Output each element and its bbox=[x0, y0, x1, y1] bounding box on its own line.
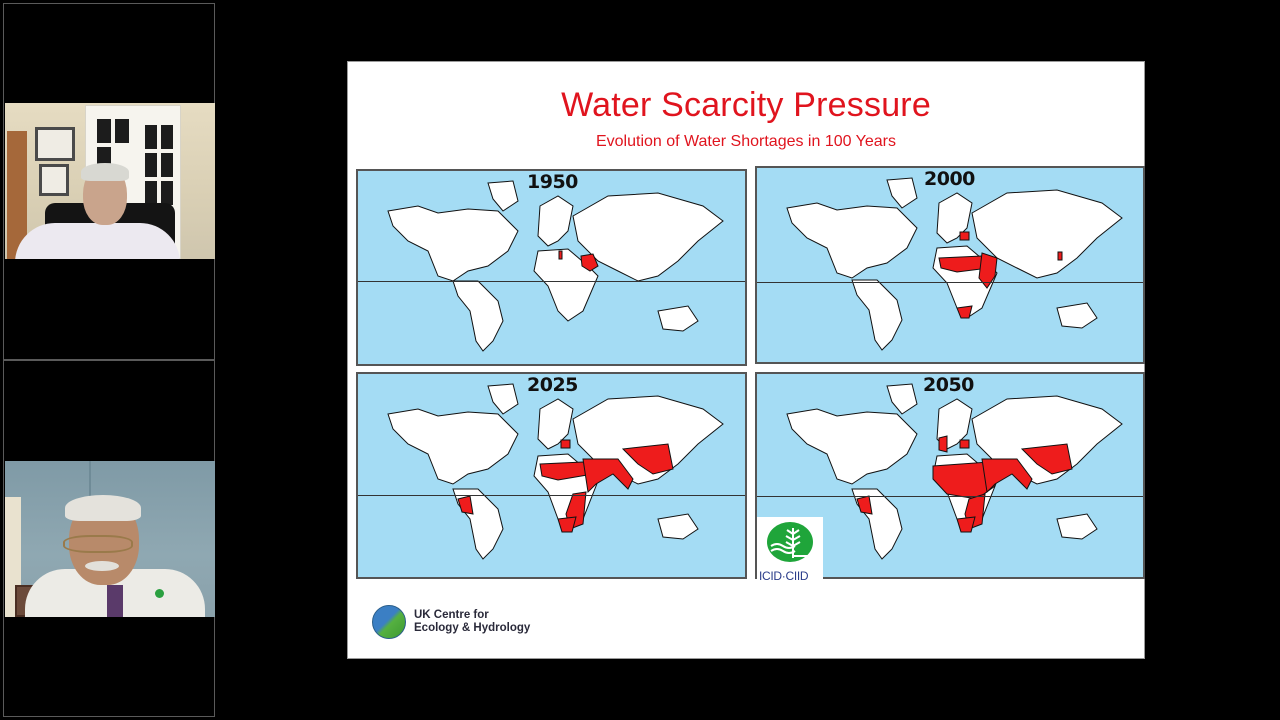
lapel-pin bbox=[155, 589, 164, 598]
equator-line bbox=[757, 282, 1143, 283]
equator-line bbox=[757, 496, 1143, 497]
ukceh-line-1: UK Centre for bbox=[414, 609, 489, 621]
map-year-label: 1950 bbox=[527, 171, 578, 193]
wheat-icon bbox=[770, 528, 811, 558]
icid-label: ICID·CIID bbox=[759, 569, 809, 583]
hair bbox=[81, 163, 129, 181]
world-map-graphic bbox=[786, 383, 1123, 560]
door-pane bbox=[161, 125, 173, 149]
ukceh-logo: UK Centre for Ecology & Hydrology bbox=[372, 605, 530, 639]
participant-video-1 bbox=[5, 103, 215, 259]
door-pane bbox=[115, 119, 129, 143]
participant-tile-2[interactable] bbox=[3, 360, 215, 717]
glasses bbox=[63, 535, 133, 553]
door-pane bbox=[161, 153, 173, 177]
door-pane bbox=[145, 153, 157, 177]
ukceh-label: UK Centre for Ecology & Hydrology bbox=[414, 609, 530, 635]
bookshelf bbox=[7, 131, 27, 259]
wall-frame bbox=[39, 164, 69, 196]
door-pane bbox=[145, 125, 157, 149]
door-pane bbox=[145, 181, 157, 205]
map-2025: 2025 bbox=[356, 372, 747, 579]
equator-line bbox=[358, 281, 745, 282]
map-year-label: 2000 bbox=[924, 168, 975, 190]
map-year-label: 2050 bbox=[923, 374, 974, 396]
shirt bbox=[15, 223, 180, 259]
hair bbox=[65, 495, 141, 521]
world-map-graphic bbox=[387, 383, 724, 560]
door-pane bbox=[161, 181, 173, 205]
participant-video-2 bbox=[5, 461, 215, 617]
slide-subtitle: Evolution of Water Shortages in 100 Year… bbox=[595, 133, 897, 150]
slide-title: Water Scarcity Pressure bbox=[561, 86, 931, 124]
globe-icon bbox=[372, 605, 406, 639]
tie bbox=[107, 585, 123, 617]
icid-emblem-icon bbox=[767, 522, 813, 562]
map-2000: 2000 bbox=[755, 166, 1145, 364]
world-map-graphic bbox=[786, 177, 1123, 351]
door-pane bbox=[97, 119, 111, 143]
map-1950: 1950 bbox=[356, 169, 747, 366]
participant-tile-1[interactable] bbox=[3, 3, 215, 360]
shared-slide: Water Scarcity Pressure Evolution of Wat… bbox=[347, 61, 1145, 659]
map-year-label: 2025 bbox=[527, 374, 578, 396]
ukceh-line-2: Ecology & Hydrology bbox=[414, 622, 531, 634]
wall-frame bbox=[35, 127, 75, 161]
mustache bbox=[85, 561, 119, 571]
world-map-graphic bbox=[387, 180, 724, 352]
icid-logo: ICID·CIID bbox=[757, 517, 823, 583]
equator-line bbox=[358, 495, 745, 496]
